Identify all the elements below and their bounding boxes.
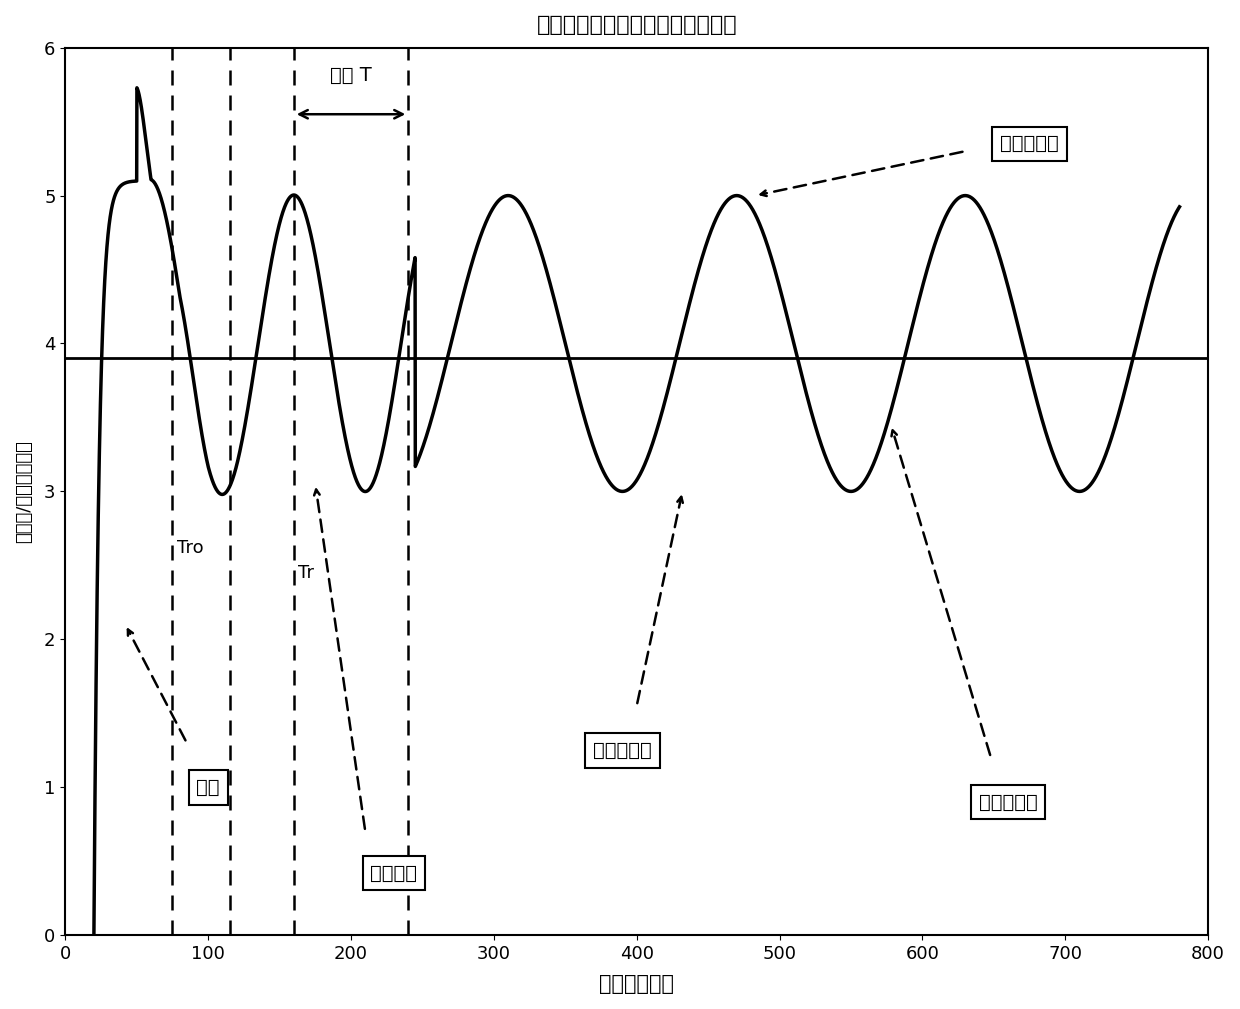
Text: 预热: 预热 [196, 778, 219, 797]
Title: 样件热像图序列样点温度变化曲线: 样件热像图序列样点温度变化曲线 [537, 15, 737, 35]
Text: Tr: Tr [298, 564, 314, 582]
Y-axis label: 采样点/区域采样值化: 采样点/区域采样值化 [15, 440, 33, 543]
Text: 低温控制点: 低温控制点 [593, 741, 652, 760]
Text: 加热脉宽: 加热脉宽 [371, 864, 418, 883]
Text: Tro: Tro [177, 539, 203, 557]
Text: 周期 T: 周期 T [330, 66, 372, 85]
X-axis label: 热成像图序列: 热成像图序列 [599, 974, 675, 994]
Text: 高温控制点: 高温控制点 [1001, 134, 1059, 153]
Text: 中心温度点: 中心温度点 [978, 792, 1038, 811]
